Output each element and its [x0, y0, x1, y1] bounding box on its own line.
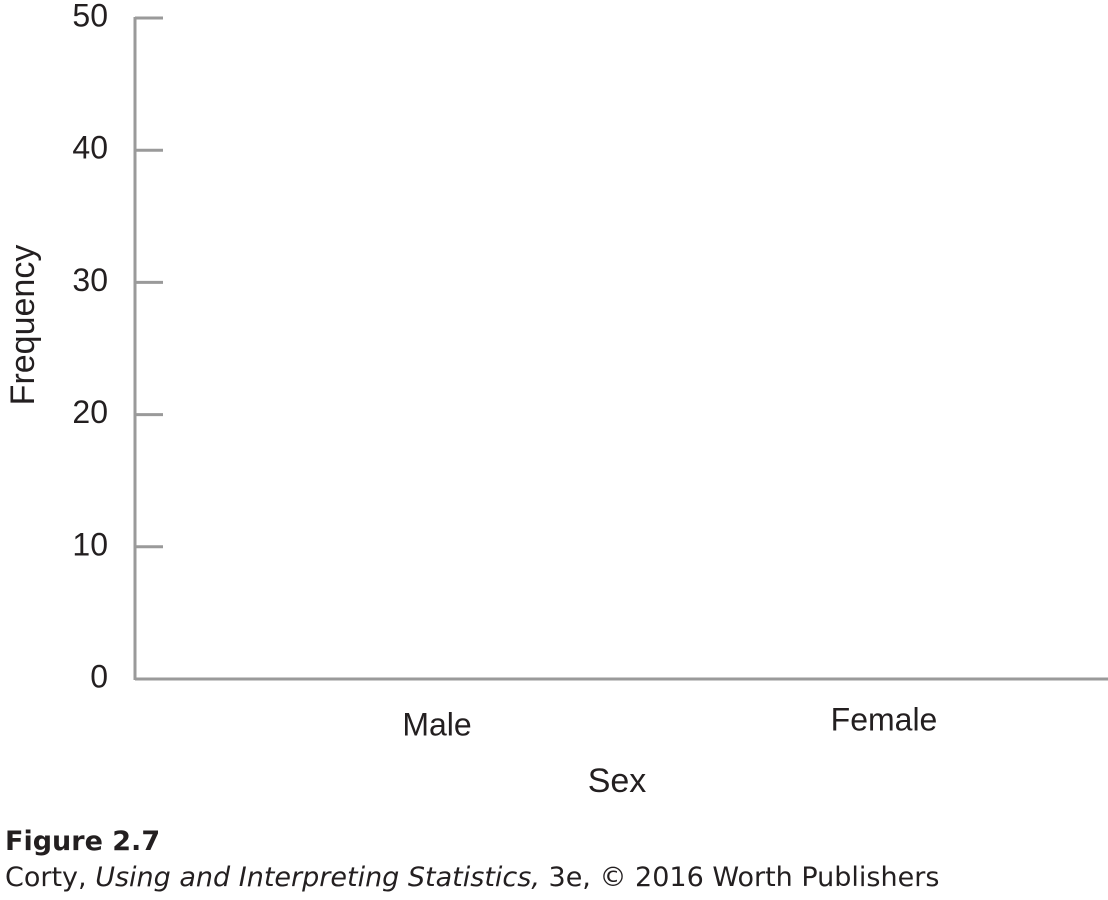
caption: Figure 2.7 Corty, Using and Interpreting… — [5, 824, 939, 896]
figure-label: Figure 2.7 — [5, 826, 161, 857]
y-tick-label: 10 — [72, 526, 108, 562]
y-tick-label: 30 — [72, 262, 108, 298]
publisher: 3e, © 2016 Worth Publishers — [548, 862, 940, 893]
y-axis-title: Frequency — [4, 245, 42, 406]
credit: Corty, Using and Interpreting Statistics… — [5, 860, 939, 896]
chart: Sex Frequency 0 10 20 30 40 50 Male Female — [4, 0, 1108, 800]
x-axis-title: Sex — [588, 762, 647, 800]
y-tick-label: 50 — [72, 0, 108, 33]
author: Corty, — [5, 862, 87, 893]
y-tick-label: 0 — [90, 658, 108, 694]
y-tick-label: 40 — [72, 130, 108, 166]
x-tick-label: Male — [402, 706, 471, 742]
x-tick-label: Female — [831, 701, 938, 737]
y-tick-label: 20 — [72, 394, 108, 430]
book-title: Using and Interpreting Statistics, — [95, 862, 540, 893]
